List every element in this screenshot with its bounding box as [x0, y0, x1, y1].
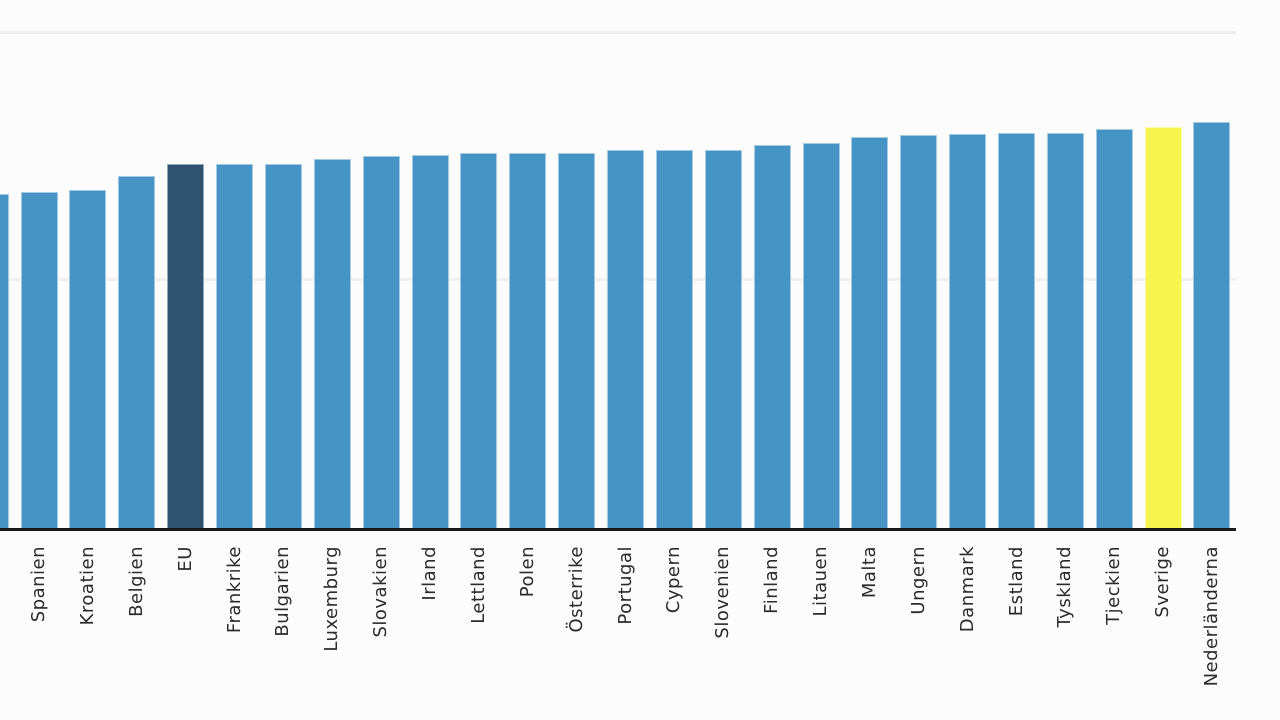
x-axis-label-irland: Irland	[419, 546, 441, 601]
bar-bulgarien[interactable]	[264, 163, 302, 528]
x-axis-label-luxemburg: Luxemburg	[321, 546, 343, 652]
bar-polen[interactable]	[509, 152, 547, 528]
bar-cropped-left[interactable]	[0, 193, 9, 528]
bar-slovakien[interactable]	[362, 156, 400, 528]
x-axis-label-belgien: Belgien	[125, 546, 147, 617]
bar-cypern[interactable]	[655, 149, 693, 528]
bar-eu[interactable]	[167, 164, 205, 528]
bar-estland[interactable]	[998, 132, 1035, 528]
bar-nederländerna[interactable]	[1193, 121, 1231, 528]
bar-kroatien[interactable]	[69, 190, 107, 528]
bar-tyskland[interactable]	[1046, 132, 1084, 528]
x-axis-label-malta: Malta	[858, 546, 880, 599]
bar-malta[interactable]	[851, 137, 889, 528]
x-axis-label-lettland: Lettland	[467, 546, 489, 624]
x-axis-label-estland: Estland	[1005, 546, 1027, 617]
bar-frankrike[interactable]	[216, 163, 254, 528]
x-axis-label-polen: Polen	[516, 546, 538, 598]
bar-danmark[interactable]	[949, 134, 987, 528]
bar-finland[interactable]	[753, 145, 791, 528]
x-axis-label-danmark: Danmark	[956, 546, 978, 633]
x-axis-label-kroatien: Kroatien	[76, 546, 98, 626]
bar-österrike[interactable]	[558, 152, 596, 528]
bar-luxemburg[interactable]	[313, 159, 351, 528]
x-axis-label-tyskland: Tyskland	[1054, 546, 1076, 628]
bar-belgien[interactable]	[118, 176, 156, 528]
x-axis-label-slovakien: Slovakien	[370, 546, 392, 638]
x-axis-label-cypern: Cypern	[663, 546, 685, 614]
bar-litauen[interactable]	[802, 142, 840, 528]
x-axis-label-slovenien: Slovenien	[712, 546, 734, 639]
x-axis-label-ungern: Ungern	[907, 546, 929, 615]
bar-tjeckien[interactable]	[1095, 129, 1133, 528]
x-axis-label-tjeckien: Tjeckien	[1103, 546, 1125, 625]
bar-ungern[interactable]	[900, 134, 938, 528]
bar-irland[interactable]	[411, 154, 449, 528]
gridline-100	[0, 31, 1236, 34]
x-axis-line	[0, 528, 1236, 531]
x-axis-label-sverige: Sverige	[1152, 546, 1174, 618]
bar-slovenien[interactable]	[704, 149, 742, 528]
x-axis-label-bulgarien: Bulgarien	[272, 546, 294, 637]
bar-lettland[interactable]	[460, 152, 498, 528]
x-axis-label-finland: Finland	[761, 546, 783, 614]
bar-portugal[interactable]	[607, 149, 645, 528]
bar-spanien[interactable]	[20, 192, 58, 528]
x-axis-label-spanien: Spanien	[28, 546, 50, 623]
x-axis-label-nederländerna: Nederländerna	[1200, 546, 1222, 687]
x-axis-label-litauen: Litauen	[810, 546, 832, 617]
x-axis-label-portugal: Portugal	[614, 546, 636, 625]
x-axis-label-frankrike: Frankrike	[223, 546, 245, 634]
x-axis-label-österrike: Österrike	[565, 546, 587, 633]
bar-sverige[interactable]	[1144, 127, 1182, 528]
x-axis-label-eu: EU	[174, 546, 196, 572]
